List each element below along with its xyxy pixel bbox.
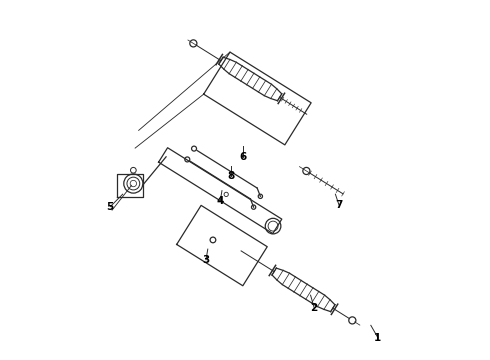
Text: 4: 4: [217, 196, 224, 206]
Text: 5: 5: [107, 202, 114, 212]
Text: 1: 1: [374, 333, 382, 343]
Text: 6: 6: [240, 152, 247, 162]
Text: 8: 8: [227, 171, 234, 181]
Text: 2: 2: [311, 303, 318, 312]
Text: 7: 7: [335, 200, 343, 210]
Text: 3: 3: [202, 255, 210, 265]
